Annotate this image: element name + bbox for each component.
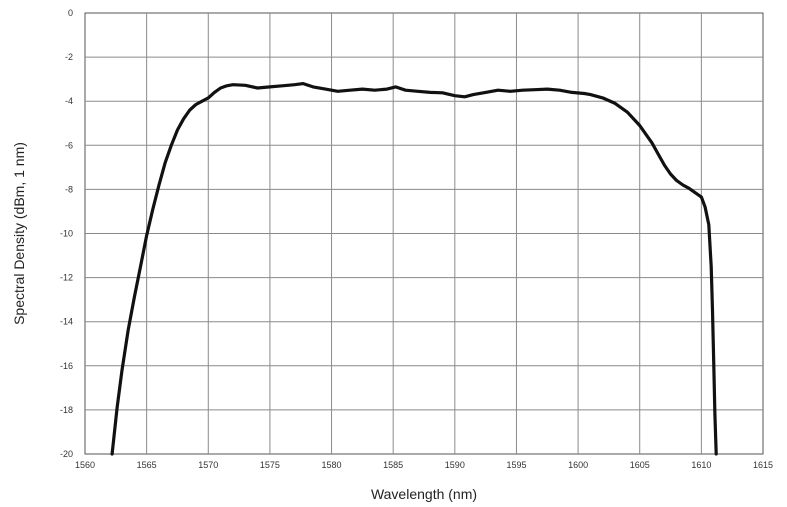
- y-tick-label: -18: [60, 405, 73, 415]
- y-tick-label: -6: [65, 140, 73, 150]
- y-tick-label: -16: [60, 361, 73, 371]
- y-tick-label: -10: [60, 229, 73, 239]
- y-tick-label: -14: [60, 317, 73, 327]
- x-tick-label: 1605: [630, 460, 650, 470]
- x-axis-ticks: 1560 1565 1570 1575 1580 1585 1590 1595 1600 1605…: [75, 460, 773, 470]
- y-tick-label: -12: [60, 273, 73, 283]
- series-group: [110, 81, 718, 456]
- y-tick-label: -20: [60, 449, 73, 459]
- x-tick-label: 1590: [445, 460, 465, 470]
- y-tick-label: 0: [68, 8, 73, 18]
- x-axis-title: Wavelength (nm): [371, 486, 477, 502]
- x-tick-label: 1575: [260, 460, 280, 470]
- grid-lines: [85, 13, 763, 454]
- y-tick-label: -8: [65, 184, 73, 194]
- x-tick-label: 1600: [568, 460, 588, 470]
- y-tick-label: -4: [65, 96, 73, 106]
- x-tick-label: 1595: [506, 460, 526, 470]
- x-tick-label: 1615: [753, 460, 773, 470]
- x-tick-label: 1560: [75, 460, 95, 470]
- x-tick-label: 1580: [322, 460, 342, 470]
- x-tick-label: 1570: [198, 460, 218, 470]
- y-axis-title: Spectral Density (dBm, 1 nm): [11, 142, 27, 325]
- x-tick-label: 1610: [691, 460, 711, 470]
- spectral-density-line: [110, 81, 718, 456]
- x-tick-label: 1585: [383, 460, 403, 470]
- y-tick-label: -2: [65, 52, 73, 62]
- x-tick-label: 1565: [137, 460, 157, 470]
- y-axis-ticks: 0 -2 -4 -6 -8 -10 -12 -14 -16 -18 -20: [60, 8, 73, 459]
